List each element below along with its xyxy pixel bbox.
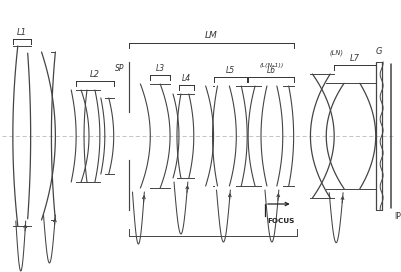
Text: L5: L5 — [225, 66, 234, 75]
Text: FOCUS: FOCUS — [266, 218, 294, 224]
Text: L7: L7 — [349, 54, 359, 63]
Text: L2: L2 — [90, 70, 100, 79]
Text: LM: LM — [204, 31, 217, 40]
Text: G: G — [375, 47, 381, 56]
Text: L4: L4 — [181, 74, 190, 83]
Text: SP: SP — [115, 64, 124, 73]
Text: (LN): (LN) — [328, 50, 342, 56]
Text: L6: L6 — [266, 66, 275, 75]
Text: L1: L1 — [17, 28, 27, 37]
Text: (L(N-1)): (L(N-1)) — [259, 63, 284, 68]
Text: IP: IP — [393, 212, 400, 221]
Text: L3: L3 — [155, 64, 164, 73]
